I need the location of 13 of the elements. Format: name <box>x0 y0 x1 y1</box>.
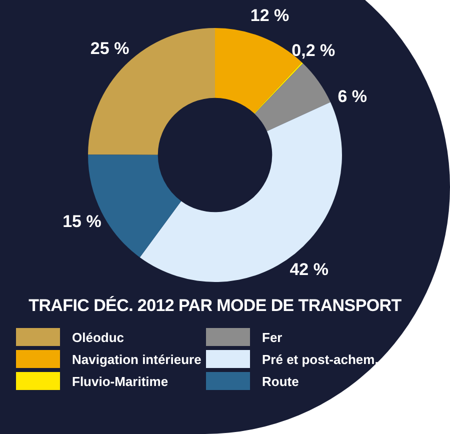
data-label: 15 % <box>62 212 102 231</box>
data-label: 6 % <box>338 86 368 106</box>
legend-label: Oléoduc <box>72 330 124 344</box>
legend-label: Navigation intérieure <box>72 352 202 366</box>
data-label: 25 % <box>90 39 130 58</box>
legend-label: Pré et post-achem. <box>262 352 378 366</box>
data-label: 42 % <box>290 260 328 280</box>
legend-label: Route <box>262 374 299 388</box>
data-label: 12 % <box>250 6 290 26</box>
data-label: 0,2 % <box>292 40 336 60</box>
legend-label: Fer <box>262 330 282 344</box>
text: TRAFIC DÉC. 2012 PAR MODE DE TRANSPORT <box>28 296 402 316</box>
legend-label: Fluvio-Maritime <box>72 374 168 388</box>
